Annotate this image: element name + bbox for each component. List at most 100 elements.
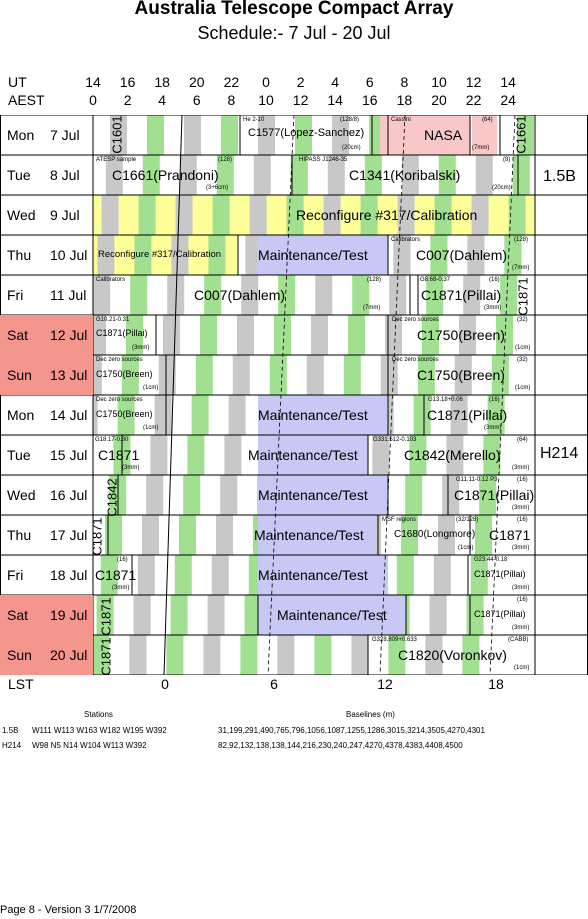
ut-hour-label: 20 bbox=[189, 74, 205, 90]
entry-note: G23.44-0.18 bbox=[474, 557, 508, 563]
entry-note: (CABB) bbox=[508, 637, 529, 643]
lst-band bbox=[187, 435, 205, 475]
entry-label: C1871(Pillai) bbox=[421, 287, 502, 303]
config-label-h214: H214 bbox=[540, 445, 579, 462]
lst-band bbox=[166, 635, 184, 675]
entry-note: (7mm) bbox=[363, 305, 381, 311]
lst-tick-label: 0 bbox=[161, 676, 169, 692]
day-name: Thu bbox=[7, 247, 32, 263]
grid-line bbox=[379, 115, 406, 675]
entry-note: (3mm) bbox=[112, 585, 130, 591]
lst-band bbox=[454, 355, 472, 395]
aest-hour-label: 6 bbox=[192, 92, 201, 108]
lst-band bbox=[459, 315, 476, 355]
special-block bbox=[258, 555, 388, 595]
day-name: Sat bbox=[7, 607, 29, 623]
lst-band bbox=[426, 275, 444, 315]
lst-band bbox=[158, 355, 176, 395]
entry-label: C007(Dahlem) bbox=[194, 287, 286, 303]
day-row-label: Tue 15 Jul bbox=[0, 435, 93, 475]
lst-band bbox=[216, 155, 234, 195]
lst-band bbox=[171, 235, 189, 275]
day-date: 16 Jul bbox=[50, 487, 88, 503]
entry-label: C1871 bbox=[89, 517, 105, 556]
day-date: 14 Jul bbox=[50, 407, 88, 423]
day-row-label: Thu 17 Jul bbox=[0, 515, 93, 555]
lst-band bbox=[208, 235, 226, 275]
entry-note: Dec zero sources bbox=[392, 357, 439, 363]
lst-band bbox=[183, 475, 201, 515]
day-date: 18 Jul bbox=[50, 567, 88, 583]
lst-band bbox=[184, 115, 201, 155]
day-row-label: Sat 19 Jul bbox=[0, 595, 93, 635]
ut-hour-label: 22 bbox=[223, 74, 240, 90]
lst-band bbox=[269, 355, 287, 395]
lst-band bbox=[150, 435, 168, 475]
lst-band bbox=[241, 275, 259, 315]
entry-note: (128/8) bbox=[340, 117, 360, 123]
lst-band bbox=[434, 195, 452, 235]
entry-note: (7mm) bbox=[512, 265, 530, 271]
lst-band bbox=[117, 395, 135, 435]
lst-band bbox=[327, 155, 345, 195]
entry-note: (3mm) bbox=[484, 305, 502, 311]
lst-band bbox=[295, 115, 312, 155]
entry-note: G10.21-0.31 bbox=[96, 317, 130, 323]
config-row-baselines: 82,92,132,138,138,144,216,230,240,247,42… bbox=[218, 741, 463, 750]
day-name: Tue bbox=[7, 447, 31, 463]
entry-label: C1871(Pillai) bbox=[96, 328, 148, 338]
entry-note: (16) bbox=[489, 397, 500, 403]
aest-hour-label: 22 bbox=[465, 92, 482, 108]
special-block bbox=[258, 435, 368, 475]
day-row-label: Thu 10 Jul bbox=[0, 235, 93, 275]
entry-label: C1341(Koribalski) bbox=[349, 167, 461, 183]
entry-note: (32/128) bbox=[456, 517, 479, 523]
special-block bbox=[258, 395, 388, 435]
lst-band bbox=[163, 315, 180, 355]
lst-band bbox=[388, 635, 406, 675]
lst-band bbox=[315, 275, 333, 315]
entry-note: Dec zero sources bbox=[96, 397, 143, 403]
special-block bbox=[472, 115, 497, 155]
entry-note: (16) bbox=[517, 477, 528, 483]
entry-label: C1871(Pillai) bbox=[474, 569, 526, 579]
lst-band bbox=[306, 355, 324, 395]
day-name: Fri bbox=[7, 287, 24, 303]
day-row-label: Mon 7 Jul bbox=[0, 115, 93, 155]
day-name: Wed bbox=[7, 207, 36, 223]
entry-note: G18.17-0.30 bbox=[95, 437, 129, 443]
aest-hour-label: 20 bbox=[431, 92, 447, 108]
day-date: 19 Jul bbox=[50, 607, 88, 623]
entry-label: Reconfigure #317/Calibration bbox=[296, 207, 478, 223]
day-date: 10 Jul bbox=[50, 247, 88, 263]
entry-label: C1577(Lopez-Sanchez) bbox=[248, 127, 365, 139]
aest-hour-label: 2 bbox=[123, 92, 132, 108]
lst-band bbox=[130, 275, 148, 315]
lst-band bbox=[393, 235, 411, 275]
entry-label: C1661 bbox=[513, 115, 529, 154]
lst-band bbox=[258, 115, 275, 155]
lst-band bbox=[93, 315, 106, 355]
aest-hour-label: 16 bbox=[362, 92, 378, 108]
lst-band bbox=[237, 315, 254, 355]
day-name: Tue bbox=[7, 167, 31, 183]
lst-band bbox=[470, 555, 488, 595]
lst-band bbox=[463, 275, 481, 315]
stations-header: Stations bbox=[84, 710, 113, 719]
lst-band bbox=[450, 395, 468, 435]
config-row-stations: W111 W113 W163 W182 W195 W392 bbox=[32, 726, 167, 735]
lst-band bbox=[380, 355, 398, 395]
lst-band bbox=[142, 515, 159, 555]
lst-band bbox=[216, 515, 233, 555]
entry-note: ATESP sample bbox=[96, 157, 137, 163]
entry-note: (1cm) bbox=[514, 665, 530, 671]
entry-note: G331.512-0.103 bbox=[373, 437, 417, 443]
lst-band bbox=[212, 195, 230, 235]
lst-band bbox=[405, 475, 423, 515]
day-date: 7 Jul bbox=[50, 127, 80, 143]
aest-hour-label: 12 bbox=[292, 92, 309, 108]
entry-note: (128) bbox=[514, 237, 529, 243]
ut-hour-label: 14 bbox=[500, 74, 516, 90]
lst-band bbox=[475, 155, 493, 195]
lst-tick-label: 18 bbox=[488, 676, 504, 692]
